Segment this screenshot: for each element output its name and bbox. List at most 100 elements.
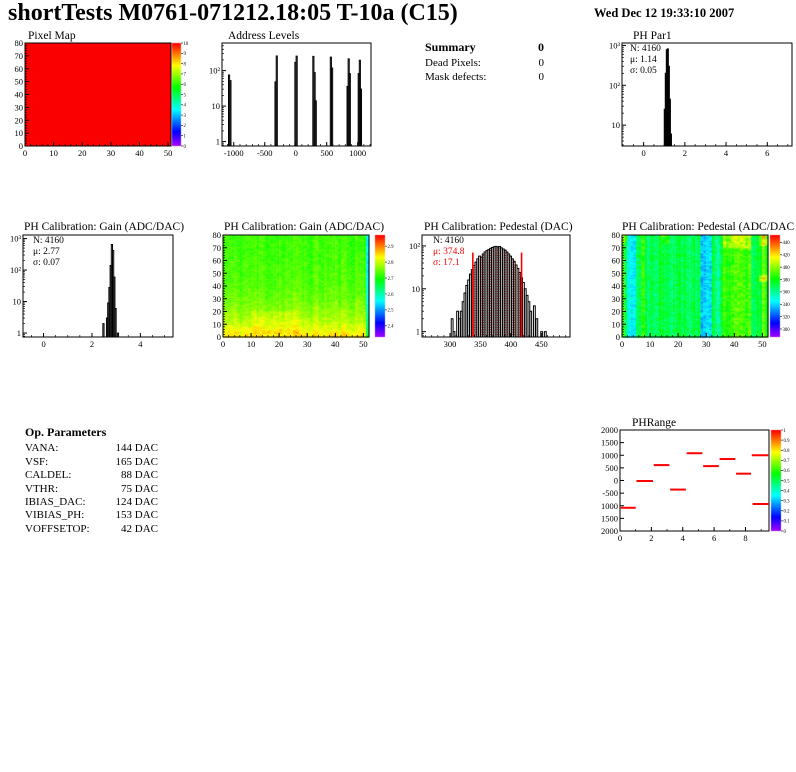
svg-text:8: 8 <box>184 62 187 67</box>
stat-mu: μ: 2.77 <box>33 247 60 257</box>
svg-text:50: 50 <box>213 268 222 278</box>
svg-text:2: 2 <box>649 533 653 543</box>
op-parameter-row-value: 75 DAC <box>121 482 158 495</box>
svg-text:300: 300 <box>444 339 457 349</box>
svg-text:20: 20 <box>213 307 222 317</box>
svg-text:500: 500 <box>605 463 618 473</box>
svg-text:1500: 1500 <box>601 513 618 523</box>
op-parameter-row-label: VANA: <box>25 442 59 455</box>
svg-text:60: 60 <box>15 64 24 74</box>
svg-text:40: 40 <box>331 339 340 349</box>
svg-text:0: 0 <box>784 530 787 535</box>
op-parameter-row-value: 165 DAC <box>115 455 158 468</box>
svg-text:0.2: 0.2 <box>784 510 791 515</box>
stat-n: N: 4160 <box>630 44 661 54</box>
stat-n: N: 4160 <box>33 236 64 246</box>
svg-text:8: 8 <box>743 533 747 543</box>
svg-text:6: 6 <box>765 148 769 158</box>
summary-row: Mask defects: 0 <box>425 71 544 84</box>
svg-text:0.3: 0.3 <box>784 500 791 505</box>
svg-text:20: 20 <box>674 339 683 349</box>
op-parameter-row: VIBIAS_PH: 153 DAC <box>25 509 158 522</box>
svg-text:10³: 10³ <box>10 234 22 244</box>
svg-text:6: 6 <box>712 533 716 543</box>
op-parameter-row-value: 153 DAC <box>115 509 158 522</box>
svg-text:10: 10 <box>184 42 189 47</box>
op-parameter-row-label: IBIAS_DAC: <box>25 496 86 509</box>
page-title: shortTests M0761-071212.18:05 T-10a (C15… <box>8 0 458 26</box>
svg-text:70: 70 <box>612 243 621 253</box>
pedestal-map-title: PH Calibration: Pedestal (ADC/DAC <box>622 221 795 233</box>
svg-text:-500: -500 <box>602 488 618 498</box>
svg-text:20: 20 <box>78 148 87 158</box>
svg-text:0: 0 <box>41 339 45 349</box>
svg-text:1: 1 <box>416 327 420 337</box>
svg-text:20: 20 <box>275 339 284 349</box>
svg-text:0.7: 0.7 <box>784 459 791 464</box>
svg-text:0.1: 0.1 <box>784 520 791 525</box>
svg-text:10: 10 <box>13 297 22 307</box>
svg-text:1: 1 <box>784 429 787 434</box>
svg-text:20: 20 <box>15 115 24 125</box>
svg-text:20: 20 <box>612 307 621 317</box>
gain-map-title: PH Calibration: Gain (ADC/DAC) <box>224 221 385 233</box>
op-parameter-row-label: VIBIAS_PH: <box>25 509 85 522</box>
svg-text:70: 70 <box>213 243 222 253</box>
svg-text:1: 1 <box>184 135 187 140</box>
svg-text:4: 4 <box>138 339 143 349</box>
svg-text:2.7: 2.7 <box>388 277 395 282</box>
svg-text:300: 300 <box>783 328 791 333</box>
svg-text:2.6: 2.6 <box>388 293 395 298</box>
svg-text:40: 40 <box>612 281 621 291</box>
svg-text:450: 450 <box>535 339 548 349</box>
svg-text:2: 2 <box>90 339 94 349</box>
svg-text:50: 50 <box>758 339 767 349</box>
svg-text:40: 40 <box>15 90 24 100</box>
svg-text:40: 40 <box>213 281 222 291</box>
summary-row: Dead Pixels: 0 <box>425 57 544 70</box>
ph-par1-stats: N: 4160 μ: 1.14 σ: 0.05 <box>630 44 661 77</box>
svg-text:10: 10 <box>612 120 621 130</box>
svg-text:500: 500 <box>320 148 333 158</box>
svg-text:440: 440 <box>783 241 791 246</box>
svg-text:0.5: 0.5 <box>784 479 791 484</box>
svg-text:360: 360 <box>783 291 791 296</box>
svg-text:7: 7 <box>184 73 187 78</box>
op-parameter-row-label: VTHR: <box>25 482 58 495</box>
svg-text:2.9: 2.9 <box>388 245 395 250</box>
summary-block: Summary 0 Dead Pixels: 0 Mask defects: 0 <box>425 40 544 84</box>
svg-text:340: 340 <box>783 303 791 308</box>
svg-text:2.4: 2.4 <box>388 325 395 330</box>
svg-text:10²: 10² <box>209 66 221 76</box>
summary-row-label: Mask defects: <box>425 70 487 83</box>
svg-text:4: 4 <box>184 104 187 109</box>
summary-rows: Dead Pixels: 0 Mask defects: 0 <box>425 57 544 84</box>
op-parameter-row-label: VOFFSETOP: <box>25 522 90 535</box>
svg-text:6: 6 <box>184 83 187 88</box>
svg-text:30: 30 <box>702 339 711 349</box>
svg-text:2000: 2000 <box>601 425 618 435</box>
op-parameter-row: VTHR: 75 DAC <box>25 483 158 496</box>
svg-text:350: 350 <box>474 339 487 349</box>
summary-header: Summary 0 <box>425 40 544 54</box>
op-parameter-row: VANA: 144 DAC <box>25 442 158 455</box>
svg-text:1: 1 <box>216 137 220 147</box>
svg-text:0.4: 0.4 <box>784 489 791 494</box>
op-parameter-row: VOFFSETOP: 42 DAC <box>25 523 158 536</box>
svg-text:50: 50 <box>612 268 621 278</box>
svg-text:80: 80 <box>612 230 621 240</box>
svg-text:4: 4 <box>724 148 729 158</box>
op-parameter-row-value: 144 DAC <box>115 442 158 455</box>
svg-text:30: 30 <box>612 294 621 304</box>
svg-text:80: 80 <box>15 38 24 48</box>
svg-text:0.8: 0.8 <box>784 449 791 454</box>
svg-text:400: 400 <box>505 339 518 349</box>
svg-text:-500: -500 <box>257 148 273 158</box>
op-parameter-row-value: 124 DAC <box>115 496 158 509</box>
op-parameter-row-value: 42 DAC <box>121 522 158 535</box>
svg-text:9: 9 <box>184 52 187 57</box>
svg-text:10: 10 <box>612 319 621 329</box>
gain-hist-title: PH Calibration: Gain (ADC/DAC) <box>24 221 185 233</box>
svg-text:40: 40 <box>135 148 144 158</box>
